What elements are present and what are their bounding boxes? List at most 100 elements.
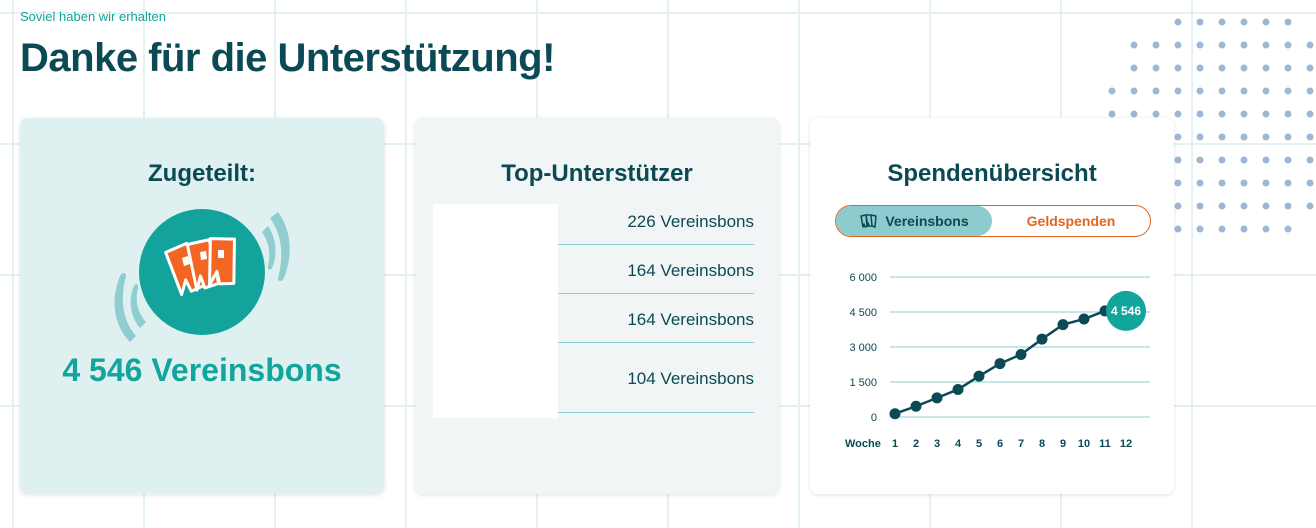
- tab-vouchers[interactable]: Vereinsbons: [836, 206, 992, 236]
- pattern-dot: [1174, 225, 1182, 233]
- data-point: [952, 383, 964, 395]
- pattern-dot: [1262, 179, 1270, 187]
- y-tick-label: 4 500: [849, 307, 877, 319]
- pattern-dot: [1174, 41, 1182, 49]
- allocated-total: 4 546 Vereinsbons: [62, 352, 342, 388]
- last-value-label: 4 546: [1111, 304, 1141, 318]
- x-tick-label: 5: [976, 438, 982, 450]
- section-kicker: Soviel haben wir erhalten: [20, 9, 166, 24]
- x-tick-label: 12: [1120, 438, 1132, 450]
- x-axis-label: Woche: [845, 438, 881, 450]
- pattern-dot: [1218, 179, 1226, 187]
- pattern-dot: [1306, 41, 1314, 49]
- tab-money-label: Geldspenden: [1026, 213, 1116, 229]
- pattern-dot: [1196, 110, 1204, 118]
- pattern-dot: [1240, 225, 1248, 233]
- pattern-dot: [1152, 87, 1160, 95]
- pattern-dot: [1196, 41, 1204, 49]
- x-tick-label: 1: [892, 438, 898, 450]
- data-point: [973, 370, 985, 382]
- pattern-dot: [1306, 64, 1314, 72]
- pattern-dot: [1240, 87, 1248, 95]
- pattern-dot: [1284, 110, 1292, 118]
- last-value-badge: [1106, 290, 1146, 331]
- pattern-dot: [1218, 18, 1226, 26]
- vouchers-icon: [114, 209, 290, 342]
- pattern-dot: [1306, 202, 1314, 210]
- pattern-dot: [1240, 110, 1248, 118]
- pattern-dot: [1284, 225, 1292, 233]
- pattern-dot: [1306, 133, 1314, 141]
- pattern-dot: [1196, 18, 1204, 26]
- dot-pattern: [1108, 18, 1314, 233]
- donation-overview-card: Spendenübersicht Vereinsbons Geldspenden…: [810, 118, 1174, 494]
- x-tick-label: 6: [997, 438, 1003, 450]
- top-supporters-card: Top-Unterstützer 226 Vereinsbons 164 Ver…: [415, 118, 779, 494]
- pattern-dot: [1174, 133, 1182, 141]
- pattern-dot: [1284, 179, 1292, 187]
- pattern-dot: [1262, 64, 1270, 72]
- data-point: [1078, 313, 1090, 325]
- pattern-dot: [1306, 87, 1314, 95]
- pattern-dot: [1262, 156, 1270, 164]
- pattern-dot: [1108, 110, 1116, 118]
- x-tick-label: 3: [934, 438, 940, 450]
- pattern-dot: [1218, 41, 1226, 49]
- pattern-dot: [1152, 41, 1160, 49]
- pattern-dot: [1240, 64, 1248, 72]
- pattern-dot: [1262, 225, 1270, 233]
- pattern-dot: [1262, 18, 1270, 26]
- pattern-dot: [1284, 64, 1292, 72]
- pattern-dot: [1284, 133, 1292, 141]
- pattern-dot: [1174, 110, 1182, 118]
- pattern-dot: [1240, 133, 1248, 141]
- data-point: [1036, 333, 1048, 345]
- pattern-dot: [1218, 156, 1226, 164]
- y-tick-label: 1 500: [849, 377, 877, 389]
- pattern-dot: [1284, 41, 1292, 49]
- pattern-dot: [1284, 202, 1292, 210]
- pattern-dot: [1262, 41, 1270, 49]
- x-tick-label: 2: [913, 438, 919, 450]
- pattern-dot: [1240, 18, 1248, 26]
- pattern-dot: [1152, 110, 1160, 118]
- supporter-row: 164 Vereinsbons: [558, 310, 754, 343]
- donation-type-toggle: Vereinsbons Geldspenden: [835, 205, 1151, 237]
- pattern-dot: [1174, 18, 1182, 26]
- pattern-dot: [1262, 133, 1270, 141]
- x-tick-label: 11: [1099, 438, 1111, 450]
- pattern-dot: [1284, 18, 1292, 26]
- y-tick-label: 0: [871, 412, 877, 424]
- pattern-dot: [1218, 202, 1226, 210]
- pattern-dot: [1130, 110, 1138, 118]
- tab-money[interactable]: Geldspenden: [992, 206, 1150, 236]
- pattern-dot: [1284, 87, 1292, 95]
- pattern-dot: [1174, 156, 1182, 164]
- pattern-dot: [1152, 64, 1160, 72]
- pattern-dot: [1218, 110, 1226, 118]
- pattern-dot: [1196, 87, 1204, 95]
- pattern-dot: [1108, 87, 1116, 95]
- x-tick-label: 9: [1060, 438, 1066, 450]
- pattern-dot: [1240, 41, 1248, 49]
- pattern-dot: [1174, 64, 1182, 72]
- x-tick-label: 4: [955, 438, 962, 450]
- supporter-row: 226 Vereinsbons: [558, 212, 754, 245]
- pattern-dot: [1196, 156, 1204, 164]
- x-tick-label: 8: [1039, 438, 1045, 450]
- pattern-dot: [1196, 64, 1204, 72]
- y-tick-label: 3 000: [849, 342, 877, 354]
- page-title: Danke für die Unterstützung!: [20, 36, 555, 80]
- pattern-dot: [1130, 64, 1138, 72]
- pattern-dot: [1196, 202, 1204, 210]
- y-tick-label: 6 000: [849, 272, 877, 284]
- supporter-avatars: [433, 204, 558, 418]
- supporter-row: 164 Vereinsbons: [558, 261, 754, 294]
- pattern-dot: [1196, 133, 1204, 141]
- pattern-dot: [1262, 202, 1270, 210]
- pattern-dot: [1196, 225, 1204, 233]
- pattern-dot: [1306, 110, 1314, 118]
- data-point: [1057, 319, 1069, 331]
- pattern-dot: [1130, 87, 1138, 95]
